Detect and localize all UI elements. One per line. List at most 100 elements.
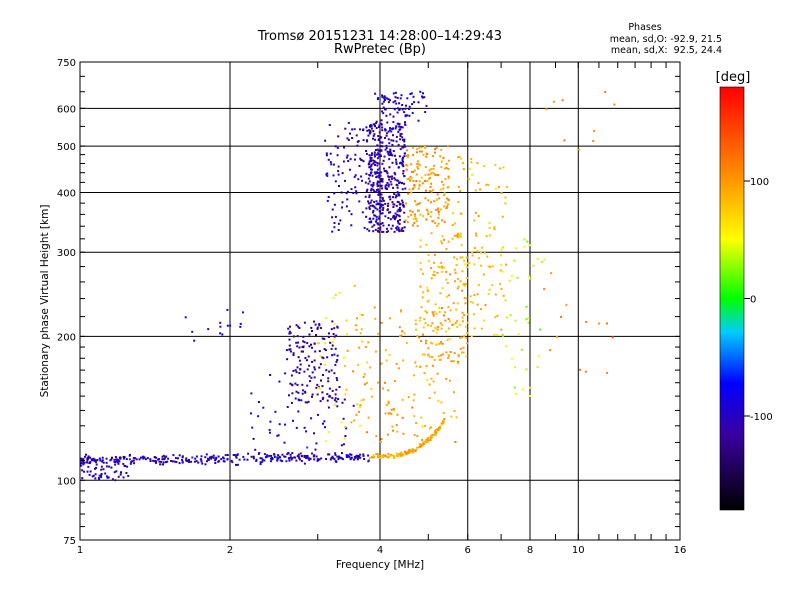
data-point	[368, 174, 371, 176]
data-point	[269, 460, 272, 463]
data-point	[446, 295, 448, 298]
data-point	[413, 184, 416, 187]
data-point	[387, 402, 390, 405]
data-point	[399, 208, 402, 211]
data-point	[431, 322, 434, 325]
data-point	[318, 323, 321, 326]
data-point	[385, 227, 388, 230]
data-point	[427, 347, 430, 350]
data-point	[457, 285, 460, 288]
data-point	[99, 459, 102, 462]
data-point	[345, 427, 348, 430]
data-point	[415, 180, 418, 182]
data-point	[350, 188, 353, 191]
data-point	[349, 453, 352, 456]
data-point	[446, 205, 449, 208]
data-point	[305, 455, 308, 458]
data-point	[419, 239, 422, 242]
data-point	[340, 191, 343, 194]
data-point	[487, 292, 490, 295]
data-point	[355, 413, 358, 416]
data-point	[375, 215, 378, 218]
data-point	[373, 224, 376, 227]
data-point	[393, 455, 396, 458]
data-point	[226, 324, 229, 327]
data-point	[295, 341, 298, 344]
data-point	[268, 428, 271, 431]
data-point	[433, 270, 436, 273]
data-point	[392, 121, 395, 124]
data-point	[359, 157, 362, 160]
data-point	[416, 165, 419, 168]
data-point	[310, 376, 313, 379]
data-point	[382, 199, 385, 202]
data-point	[394, 178, 397, 181]
data-point	[368, 132, 371, 135]
data-point	[380, 145, 383, 148]
data-point	[149, 458, 152, 461]
data-point	[408, 188, 411, 191]
data-point	[429, 172, 432, 175]
data-point	[422, 92, 424, 95]
data-point	[146, 457, 149, 460]
data-point	[234, 454, 237, 457]
data-point	[491, 284, 494, 287]
data-point	[325, 152, 328, 155]
data-point	[381, 96, 384, 99]
data-point	[368, 456, 371, 459]
data-point	[387, 456, 390, 459]
data-point	[427, 210, 430, 213]
data-point	[307, 400, 310, 403]
data-point	[611, 336, 614, 339]
data-point	[330, 328, 333, 331]
data-point	[372, 230, 375, 233]
data-point	[391, 144, 394, 146]
data-point	[219, 332, 222, 335]
data-point	[331, 340, 334, 343]
data-point	[359, 453, 362, 456]
data-point	[449, 273, 451, 276]
data-point	[392, 186, 395, 189]
data-point	[545, 108, 548, 111]
data-point	[359, 406, 361, 409]
data-point	[395, 135, 398, 138]
data-point	[315, 386, 318, 389]
data-point	[454, 268, 456, 271]
data-point	[389, 99, 391, 102]
data-point	[444, 201, 447, 204]
data-point	[392, 134, 394, 137]
data-point	[362, 453, 365, 456]
data-point	[446, 197, 449, 200]
data-point	[435, 312, 438, 315]
data-point	[94, 477, 97, 480]
data-point	[114, 479, 117, 482]
data-point	[501, 335, 504, 337]
data-point	[387, 138, 390, 141]
data-point	[459, 190, 462, 193]
data-point	[393, 177, 396, 180]
data-point	[464, 284, 466, 287]
data-point	[271, 458, 274, 460]
data-point	[447, 357, 450, 360]
x-tick-label: 2	[227, 545, 233, 556]
data-point	[358, 346, 361, 349]
data-point	[367, 341, 370, 344]
data-point	[404, 115, 407, 118]
x-tick-label: 4	[377, 545, 383, 556]
data-point	[161, 463, 164, 466]
data-point	[334, 452, 337, 455]
data-point	[481, 246, 484, 249]
data-point	[219, 325, 222, 328]
data-point	[396, 210, 399, 213]
data-point	[298, 327, 301, 329]
data-point	[427, 199, 430, 202]
data-point	[345, 205, 348, 208]
data-point	[427, 353, 430, 356]
data-point	[443, 192, 446, 195]
data-point	[461, 351, 463, 354]
data-point	[250, 412, 252, 415]
data-point	[335, 334, 338, 337]
data-point	[477, 215, 480, 218]
data-point	[415, 151, 418, 154]
